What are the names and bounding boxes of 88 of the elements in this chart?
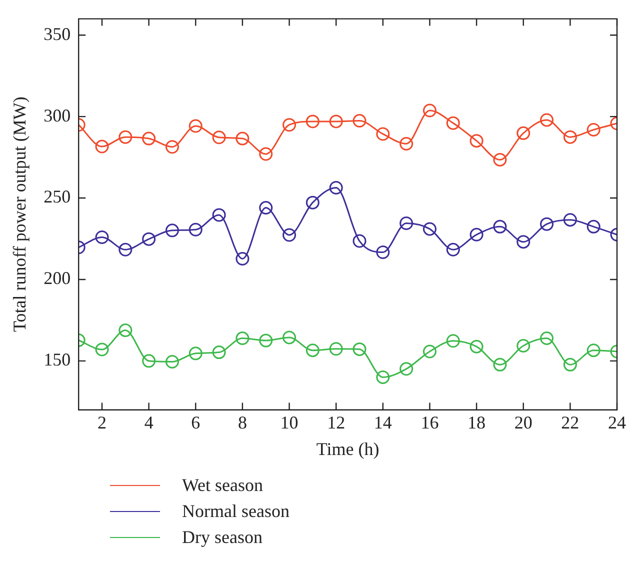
x-tick-label: 22 bbox=[561, 412, 580, 432]
point bbox=[306, 114, 320, 128]
x-tick-label: 10 bbox=[280, 412, 298, 432]
point bbox=[352, 114, 366, 128]
point bbox=[493, 220, 507, 234]
point bbox=[95, 140, 109, 154]
point bbox=[376, 127, 390, 141]
point bbox=[282, 118, 296, 132]
point bbox=[95, 230, 109, 244]
point bbox=[236, 132, 250, 146]
point bbox=[282, 228, 296, 242]
point bbox=[142, 354, 156, 368]
point bbox=[95, 342, 109, 356]
point bbox=[259, 147, 273, 161]
point bbox=[563, 358, 577, 372]
point bbox=[376, 370, 390, 384]
point bbox=[236, 252, 250, 266]
y-tick-label: 150 bbox=[44, 350, 71, 370]
point bbox=[422, 104, 436, 118]
point bbox=[236, 332, 250, 346]
point bbox=[352, 234, 366, 248]
point bbox=[259, 334, 273, 348]
y-tick-label: 200 bbox=[44, 268, 71, 288]
point bbox=[306, 344, 320, 358]
x-tick-label: 14 bbox=[374, 412, 392, 432]
point bbox=[142, 132, 156, 146]
point bbox=[165, 224, 179, 238]
x-tick-label: 20 bbox=[514, 412, 532, 432]
point bbox=[563, 213, 577, 227]
point bbox=[118, 130, 132, 144]
x-tick-label: 6 bbox=[191, 412, 200, 432]
point bbox=[142, 232, 156, 246]
point bbox=[540, 217, 554, 231]
x-tick-label: 12 bbox=[327, 412, 346, 432]
point bbox=[516, 126, 530, 140]
point bbox=[212, 346, 226, 360]
point bbox=[188, 222, 202, 236]
legend-label: Normal season bbox=[182, 500, 290, 522]
point bbox=[493, 152, 507, 166]
point bbox=[282, 330, 296, 344]
point bbox=[493, 358, 507, 372]
point bbox=[306, 196, 320, 210]
point bbox=[422, 344, 436, 358]
point bbox=[165, 354, 179, 368]
point bbox=[329, 180, 343, 194]
point bbox=[212, 130, 226, 144]
point bbox=[446, 242, 460, 256]
point bbox=[516, 339, 530, 353]
point bbox=[188, 119, 202, 133]
point bbox=[376, 246, 390, 260]
point bbox=[400, 216, 414, 230]
point bbox=[188, 346, 202, 360]
point bbox=[259, 201, 273, 215]
point bbox=[400, 137, 414, 151]
y-tick-label: 250 bbox=[44, 186, 71, 207]
point bbox=[165, 140, 179, 154]
point bbox=[352, 342, 366, 356]
point bbox=[540, 113, 554, 127]
x-tick-label: 24 bbox=[608, 412, 626, 432]
point bbox=[446, 116, 460, 130]
point bbox=[540, 332, 554, 346]
point bbox=[470, 228, 484, 242]
point bbox=[329, 114, 343, 128]
y-axis-title: Total runoff power output (MW) bbox=[10, 96, 30, 332]
point bbox=[329, 342, 343, 356]
x-tick-label: 18 bbox=[468, 412, 486, 432]
point bbox=[118, 242, 132, 256]
point bbox=[212, 208, 226, 222]
x-tick-label: 8 bbox=[238, 412, 247, 432]
point bbox=[118, 324, 132, 338]
y-tick-label: 350 bbox=[44, 24, 71, 44]
point bbox=[586, 344, 600, 358]
y-tick-label: 300 bbox=[44, 105, 71, 126]
point bbox=[586, 220, 600, 234]
point bbox=[422, 222, 436, 236]
legend-label: Wet season bbox=[182, 474, 264, 496]
point bbox=[400, 362, 414, 376]
point bbox=[586, 122, 600, 136]
point bbox=[563, 130, 577, 144]
point bbox=[470, 134, 484, 148]
point bbox=[516, 235, 530, 249]
x-tick-label: 2 bbox=[98, 412, 107, 432]
x-axis-title: Time (h) bbox=[316, 438, 380, 459]
legend-label: Dry season bbox=[182, 526, 262, 548]
x-tick-label: 4 bbox=[144, 412, 154, 432]
point bbox=[470, 340, 484, 354]
point bbox=[446, 334, 460, 348]
x-tick-label: 16 bbox=[420, 412, 439, 432]
